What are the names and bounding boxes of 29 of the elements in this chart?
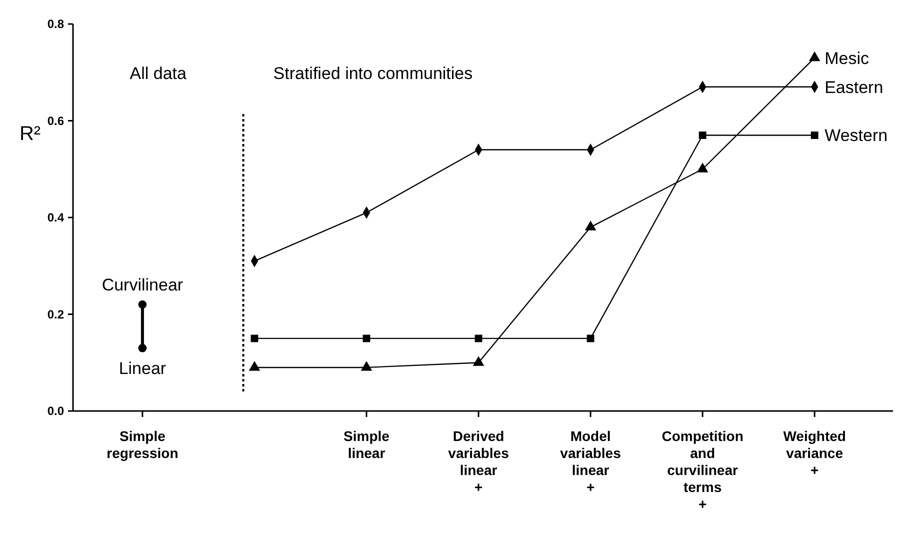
annotation: Stratified into communities [273,64,473,83]
y-tick-label: 0.6 [47,114,64,128]
x-tick-label: Competition and curvilinear terms + [662,428,744,512]
y-tick-label: 0.0 [47,404,64,418]
point [810,132,818,139]
point [586,334,594,342]
series-label: Curvilinear [102,276,184,295]
series-label: Eastern [824,78,884,97]
annotation: All data [130,64,188,83]
y-tick-label: 0.8 [47,17,64,32]
series-label: Mesic [824,48,870,68]
y-axis-title: R² [19,123,41,146]
y-tick-label: 0.2 [47,307,64,322]
y-tick-label: 0.4 [47,210,64,225]
x-tick-label: Simple linear [344,428,390,461]
x-tick-label: Simple regression [106,428,178,461]
point [360,360,372,371]
point [472,356,484,366]
x-tick-label: Model variables linear + [560,428,622,495]
series-label: Western [824,126,888,146]
x-tick-label: Derived variables linear + [448,428,510,495]
point [698,132,706,139]
point [248,360,260,371]
point [250,334,258,342]
point [138,344,147,352]
series-label: Linear [118,359,166,378]
point [474,334,482,342]
point [362,334,370,342]
x-tick-label: Weighted variance + [783,428,846,478]
